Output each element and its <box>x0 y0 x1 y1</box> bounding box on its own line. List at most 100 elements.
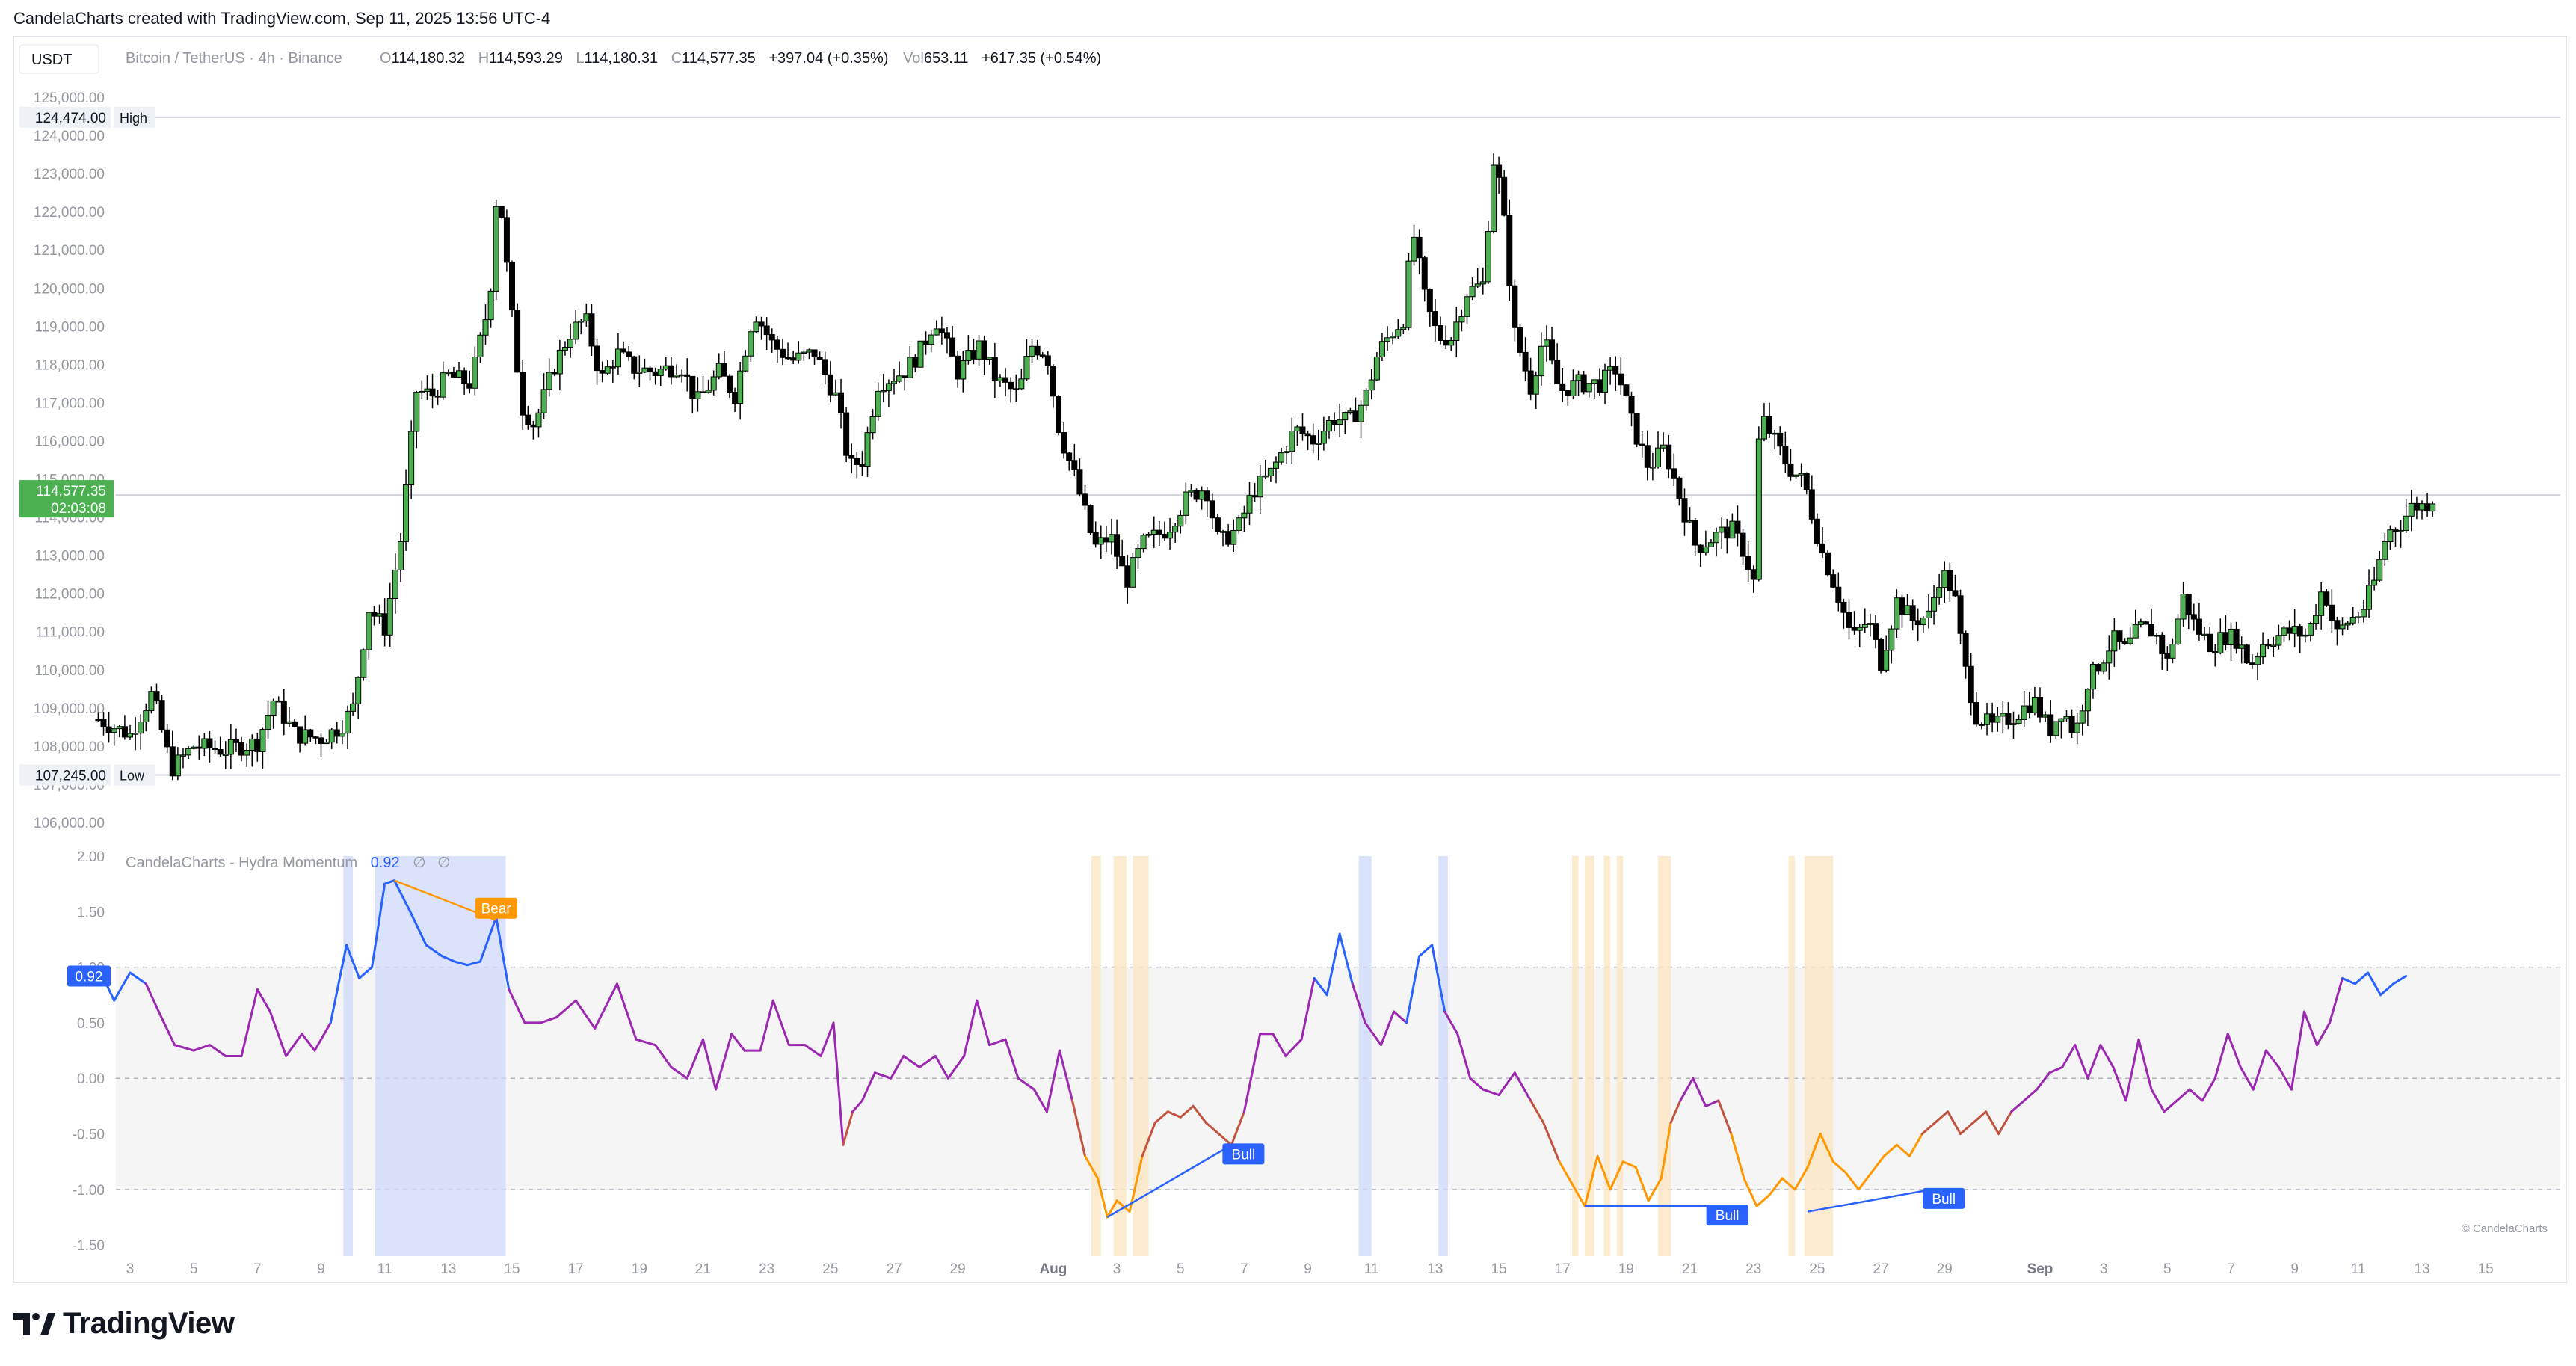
candle-up <box>753 321 759 333</box>
candle-up <box>2313 615 2320 624</box>
candle-up <box>1538 345 1544 377</box>
candle-down <box>732 392 739 404</box>
momentum-segment <box>860 1071 876 1102</box>
candle-down <box>1008 381 1014 390</box>
high_line-tag-bg <box>114 106 155 128</box>
candle-down <box>1840 601 1847 613</box>
signal-zones <box>343 856 1834 1256</box>
candle-up <box>2260 644 2267 658</box>
momentum-segment <box>685 1038 704 1080</box>
momentum-segment <box>440 955 456 963</box>
candle-up <box>2429 503 2436 512</box>
candle-down <box>1947 570 1953 591</box>
candle-down <box>1061 432 1067 454</box>
candle-down <box>1846 612 1852 628</box>
candle-down <box>588 313 595 347</box>
bull-divergence-line <box>1106 1144 1233 1219</box>
candle-up <box>2355 616 2361 618</box>
candle-down <box>1825 552 1831 576</box>
candle-down <box>2286 627 2293 634</box>
x-tick-label: 7 <box>2227 1261 2235 1277</box>
candle-down <box>2249 662 2255 665</box>
symbol-title[interactable]: Bitcoin / TetherUS · 4h · Binance <box>126 50 342 67</box>
candle-down <box>1644 445 1651 468</box>
candle-down <box>1639 443 1645 446</box>
momentum-segment <box>329 944 348 1024</box>
candle-down <box>1044 355 1051 366</box>
candle-up <box>1602 369 1609 393</box>
candle-up <box>2371 579 2378 586</box>
momentum-segment <box>268 1010 288 1057</box>
candle-down <box>450 372 457 378</box>
momentum-segment <box>1529 1099 1545 1125</box>
candle-up <box>2127 637 2133 644</box>
momentum-segment <box>1571 1182 1586 1207</box>
candle-up <box>1220 531 1227 533</box>
candle-up <box>1660 444 1667 449</box>
momentum-segment <box>1609 1160 1624 1191</box>
candle-up <box>328 729 335 743</box>
momentum-segment <box>1647 1177 1663 1202</box>
momentum-y-tick: -1.50 <box>73 1238 105 1254</box>
candle-down <box>2296 626 2303 637</box>
candle-up <box>191 746 197 749</box>
candle-up <box>2058 718 2065 722</box>
x-tick-label: 23 <box>1745 1261 1761 1277</box>
candle-up <box>1172 526 1179 533</box>
chart-caption: CandelaCharts created with TradingView.c… <box>13 9 551 28</box>
candle-down <box>1082 493 1088 506</box>
candle-up <box>1325 420 1332 432</box>
bullish-momentum-zone <box>375 856 506 1256</box>
momentum-segment <box>495 916 511 991</box>
candle-up <box>1649 467 1656 469</box>
candle-down <box>217 749 224 755</box>
candle-down <box>1633 413 1640 445</box>
candle-down <box>1580 374 1587 393</box>
momentum-segment <box>1456 1033 1472 1080</box>
last-price-countdown: 02:03:08 <box>51 501 106 517</box>
momentum-segment <box>2188 1088 2204 1102</box>
momentum-segment <box>730 1033 746 1052</box>
candle-down <box>1517 327 1523 353</box>
candle-down <box>1909 605 1916 621</box>
momentum-segment <box>1469 1077 1485 1091</box>
candle-up <box>138 722 144 734</box>
currency-box[interactable] <box>19 44 99 74</box>
candle-up <box>2387 529 2394 543</box>
candle-down <box>1559 383 1566 391</box>
momentum-segment <box>1781 1177 1796 1191</box>
candle-up <box>705 390 712 393</box>
candle-up <box>679 374 685 377</box>
momentum-segment <box>574 999 597 1030</box>
momentum-segment <box>1947 1110 1962 1136</box>
bullish-momentum-zone <box>1438 856 1448 1256</box>
candle-up <box>885 383 892 391</box>
candle-up <box>1591 379 1597 384</box>
momentum-segment <box>1972 1110 1988 1125</box>
candle-up <box>1607 366 1614 371</box>
candle-down <box>721 363 727 377</box>
candle-up <box>2053 721 2059 736</box>
candle-down <box>955 355 961 380</box>
candle-down <box>1957 595 1964 634</box>
candle-down <box>1013 388 1020 390</box>
candle-down <box>1124 565 1131 588</box>
price-y-tick: 110,000.00 <box>34 663 105 679</box>
momentum-segment <box>976 999 991 1047</box>
candle-down <box>1978 724 1985 726</box>
candle-down <box>1103 537 1109 543</box>
candle-down <box>1914 620 1921 626</box>
candle-up <box>350 703 357 712</box>
tradingview-logo[interactable]: TradingView <box>13 1307 235 1341</box>
candle-down <box>922 340 929 345</box>
momentum-segment <box>759 999 774 1052</box>
momentum-segment <box>2137 1038 2153 1091</box>
momentum-segment <box>2367 971 2382 997</box>
candle-down <box>292 721 298 727</box>
candle-down <box>212 748 218 751</box>
currency-label[interactable]: USDT <box>31 52 72 68</box>
momentum-segment <box>1497 1071 1516 1097</box>
indicator-legend[interactable]: CandelaCharts - Hydra Momentum 0.92 ∅ ∅ <box>126 855 451 871</box>
candle-up <box>1448 339 1455 346</box>
